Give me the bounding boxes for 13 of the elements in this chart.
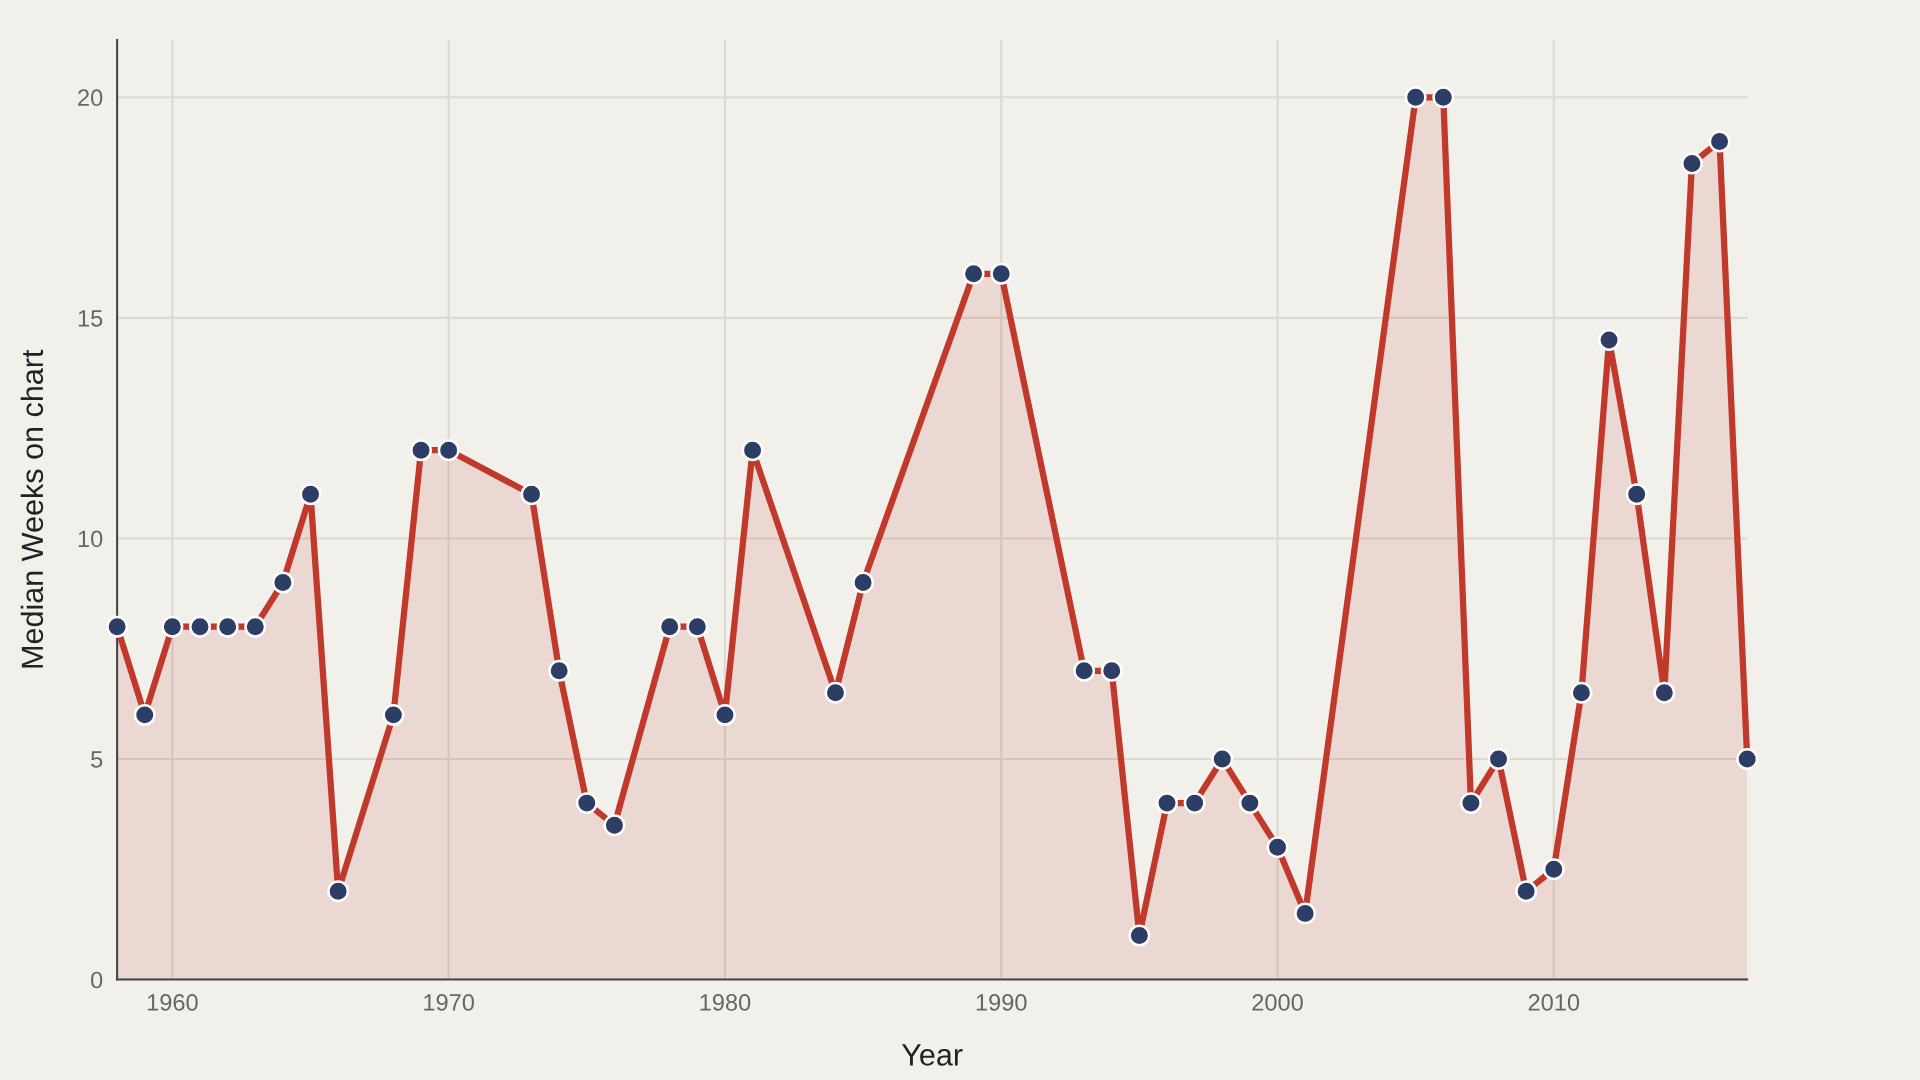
x-tick-label: 1990 — [976, 994, 1027, 1011]
y-tick-label: 20 — [78, 89, 103, 107]
x-axis-title: Year — [901, 1044, 963, 1066]
x-tick-label: 2000 — [1252, 994, 1303, 1011]
y-tick-label: 0 — [91, 971, 103, 989]
y-tick-label: 15 — [78, 310, 103, 327]
x-tick-label: 1960 — [147, 994, 198, 1011]
y-tick-label: 5 — [91, 751, 103, 768]
x-tick-label: 2010 — [1528, 994, 1580, 1011]
x-tick-label: 1980 — [700, 994, 751, 1011]
y-tick-label: 10 — [78, 530, 103, 548]
y-axis-title: Median Weeks on chart — [20, 349, 44, 668]
x-tick-label: 1970 — [424, 994, 474, 1011]
